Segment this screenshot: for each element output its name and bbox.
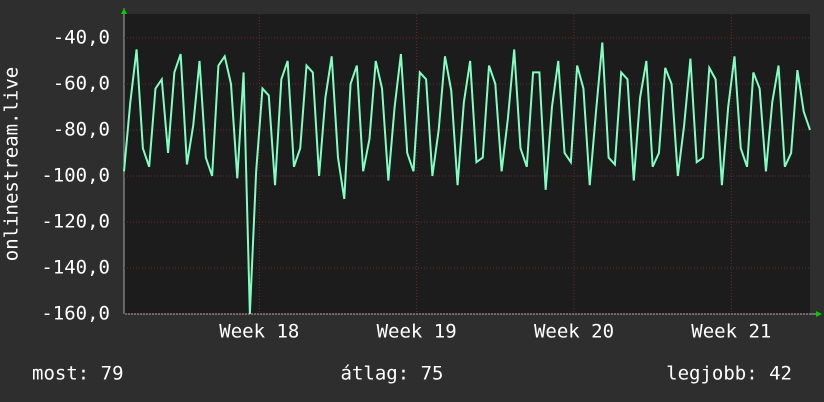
stat-current: most: 79: [32, 363, 124, 385]
grid: [124, 14, 810, 315]
y-tick-label: -100,0: [41, 164, 110, 186]
y-tick-label: -160,0: [41, 303, 110, 325]
stat-best: legjobb: 42: [666, 363, 792, 385]
x-tick-label: Week 18: [219, 321, 299, 343]
x-tick-label: Week 21: [691, 321, 771, 343]
plot-area: [124, 14, 810, 314]
y-tick-label: -40,0: [53, 26, 110, 48]
series-line: [123, 42, 811, 315]
stat-average: átlag: 75: [341, 363, 444, 385]
x-arrow: [816, 311, 822, 317]
y-tick-label: -60,0: [53, 72, 110, 94]
x-tick-label: Week 19: [377, 321, 457, 343]
y-axis-label: onlinestream.live: [1, 67, 23, 261]
y-tick-label: -120,0: [41, 210, 110, 232]
y-tick-label: -140,0: [41, 256, 110, 278]
ticks: -160,0 -140,0 -120,0 -100,0 -80,0 -60,0 -40,0 W…: [41, 26, 771, 342]
lines: [123, 42, 811, 315]
x-tick-label: Week 20: [534, 321, 614, 343]
y-arrow: [121, 8, 127, 14]
y-tick-label: -80,0: [53, 118, 110, 140]
